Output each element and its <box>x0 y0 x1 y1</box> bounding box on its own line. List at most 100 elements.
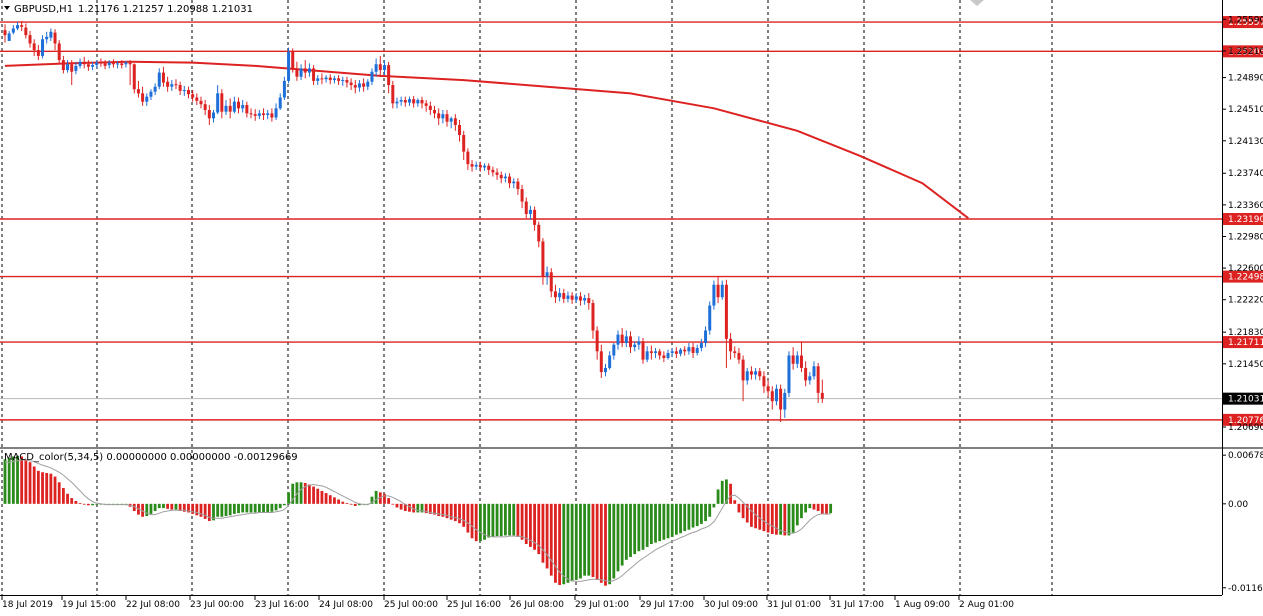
macd-bar <box>391 503 395 505</box>
candle <box>737 347 741 364</box>
candle-body <box>349 82 353 86</box>
candle-body <box>599 351 603 373</box>
dropdown-triangle-icon[interactable] <box>4 6 10 10</box>
macd-bar <box>462 503 466 527</box>
candle <box>445 110 449 127</box>
candle <box>745 367 749 385</box>
candle <box>741 355 745 402</box>
macd-bar <box>825 503 828 515</box>
candle <box>374 58 378 77</box>
candle <box>170 80 174 91</box>
macd-bar <box>149 503 153 514</box>
macd-bar <box>587 503 591 576</box>
macd-bar <box>787 503 791 536</box>
candle <box>282 76 286 101</box>
macd-bar <box>207 503 211 522</box>
candle <box>262 108 266 120</box>
candle-body <box>637 341 641 345</box>
macd-bar <box>157 503 161 509</box>
price-tick-label: 1.22220 <box>1228 296 1263 306</box>
macd-tick-label: -0.01169 <box>1228 584 1263 594</box>
candle-body <box>370 71 374 82</box>
price-pane[interactable] <box>0 0 1222 447</box>
candle <box>641 337 645 364</box>
candle <box>149 89 153 101</box>
macd-bar <box>808 503 812 509</box>
macd-bar <box>20 456 24 504</box>
candle <box>566 291 570 303</box>
candle <box>816 362 820 403</box>
macd-bar <box>245 503 249 513</box>
macd-bar <box>424 503 428 514</box>
candle <box>528 205 532 220</box>
candle-body <box>687 347 691 352</box>
candle <box>654 347 658 358</box>
shift-marker-icon[interactable] <box>970 0 984 6</box>
time-label: 23 Jul 00:00 <box>190 600 244 610</box>
macd-bar <box>449 503 453 520</box>
candle-body <box>3 30 7 36</box>
candle <box>704 326 708 348</box>
candle-body <box>53 32 57 44</box>
candle-body <box>103 63 107 66</box>
candle <box>86 60 90 71</box>
level-tag-label: 1.20776 <box>1228 416 1263 426</box>
candle <box>41 35 45 59</box>
macd-bar <box>779 503 783 535</box>
candle-body <box>241 105 245 109</box>
macd-bar <box>458 503 461 524</box>
candle <box>141 86 145 106</box>
macd-bar <box>783 503 787 536</box>
candle-body <box>491 169 495 173</box>
macd-bar <box>583 503 587 576</box>
candle <box>770 386 774 410</box>
candle-body <box>695 347 699 353</box>
candle <box>70 60 74 86</box>
macd-bar <box>812 503 816 510</box>
macd-bar <box>295 482 299 504</box>
candle-body <box>583 298 587 301</box>
candle <box>387 61 391 94</box>
candle <box>28 30 32 48</box>
candle <box>758 367 762 381</box>
candle-body <box>458 124 462 135</box>
candle-body <box>645 351 649 360</box>
candle-body <box>662 355 666 358</box>
macd-bar <box>403 503 407 512</box>
candle-body <box>149 91 153 97</box>
horizontal-levels[interactable]: 1.25557 1.25205 1.23190 1.22498 1.21711 1.207… <box>0 16 1263 426</box>
macd-bar <box>683 503 687 532</box>
macd-bar <box>32 466 36 504</box>
macd-bar <box>328 495 332 504</box>
candle <box>312 65 316 86</box>
candle-body <box>820 392 824 399</box>
candle-body <box>566 295 570 299</box>
candle <box>808 372 812 385</box>
time-label: 24 Jul 08:00 <box>319 600 373 610</box>
candle <box>20 20 24 31</box>
candle-body <box>508 176 512 184</box>
candle <box>449 116 453 129</box>
macd-bar <box>7 457 11 504</box>
candle-body <box>712 284 716 306</box>
macd-bar <box>599 503 603 583</box>
candle-body <box>70 64 74 72</box>
candle-body <box>474 164 478 167</box>
macd-bar <box>257 503 261 513</box>
macd-bar <box>349 503 353 505</box>
candle-body <box>537 224 541 242</box>
candle <box>399 96 403 106</box>
macd-bar <box>191 503 195 514</box>
current-price-label: 1.21031 <box>1228 395 1263 405</box>
macd-bar <box>57 482 61 504</box>
candle <box>3 24 7 43</box>
price-tick-label: 1.22980 <box>1228 232 1263 242</box>
candle <box>766 380 770 398</box>
candle-body <box>812 366 816 377</box>
macd-bar <box>579 503 582 579</box>
candle-body <box>433 110 437 114</box>
candle <box>111 59 115 68</box>
candle <box>587 293 591 310</box>
candle-body <box>574 296 578 300</box>
time-label: 23 Jul 16:00 <box>255 600 309 610</box>
